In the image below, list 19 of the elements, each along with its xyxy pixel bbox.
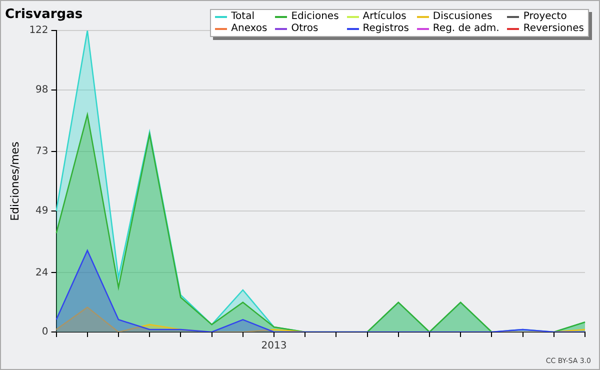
legend-label: Reversiones [522, 23, 584, 35]
legend-label: Proyecto [522, 11, 568, 23]
legend-label: Otros [290, 23, 320, 35]
y-tick-label: 122 [29, 25, 48, 36]
legend-label: Registros [362, 23, 409, 35]
y-tick-label: 73 [36, 146, 48, 158]
x-tick-label: 2013 [261, 340, 287, 352]
legend-label: Ediciones [290, 11, 339, 23]
legend-label: Discusiones [432, 11, 494, 23]
chart-title: Crisvargas [5, 7, 83, 22]
legend-label: Anexos [230, 23, 268, 35]
y-axis-title: Ediciones/mes [8, 141, 22, 221]
y-tick-label: 0 [42, 326, 48, 338]
legend-label: Reg. de adm. [432, 23, 500, 35]
y-tick-label: 98 [36, 84, 48, 96]
legend-label: Artículos [362, 11, 408, 23]
legend-label: Total [230, 11, 256, 23]
y-tick-label: 24 [36, 267, 48, 278]
y-tick-label: 49 [36, 206, 48, 217]
